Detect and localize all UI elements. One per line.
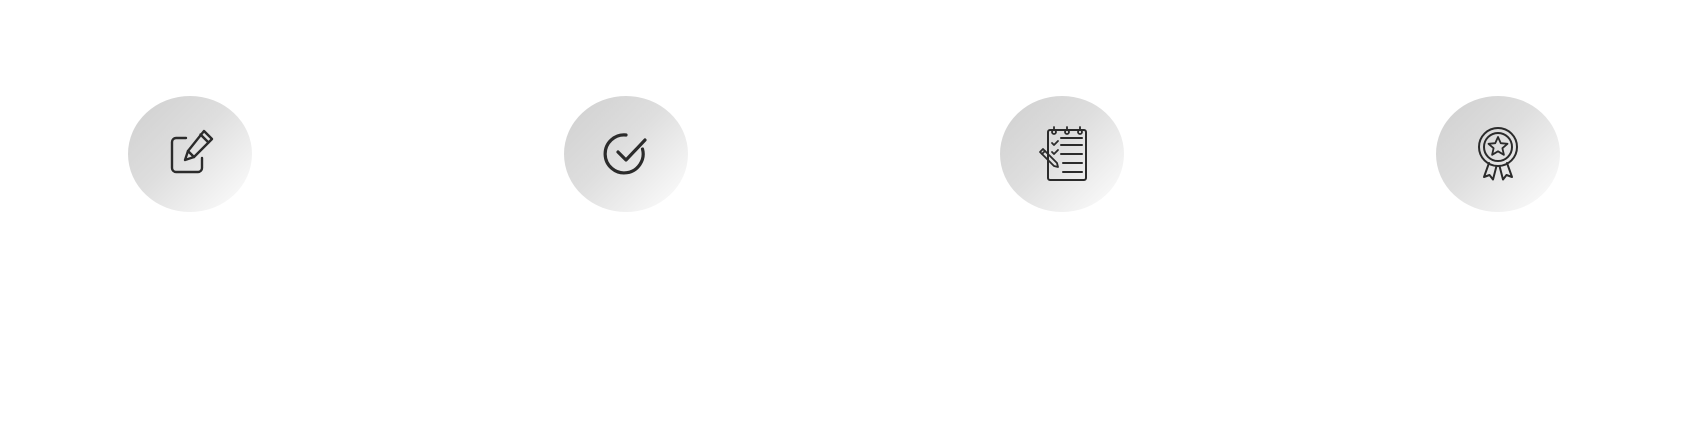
checklist-notepad-icon	[1039, 126, 1087, 181]
edit-icon	[170, 129, 214, 174]
step-checklist	[1000, 96, 1124, 212]
check-circle-icon	[603, 133, 647, 175]
award-badge-icon	[1478, 127, 1518, 181]
step-award	[1436, 96, 1560, 212]
step-confirm	[564, 96, 688, 212]
step-edit	[128, 96, 252, 212]
